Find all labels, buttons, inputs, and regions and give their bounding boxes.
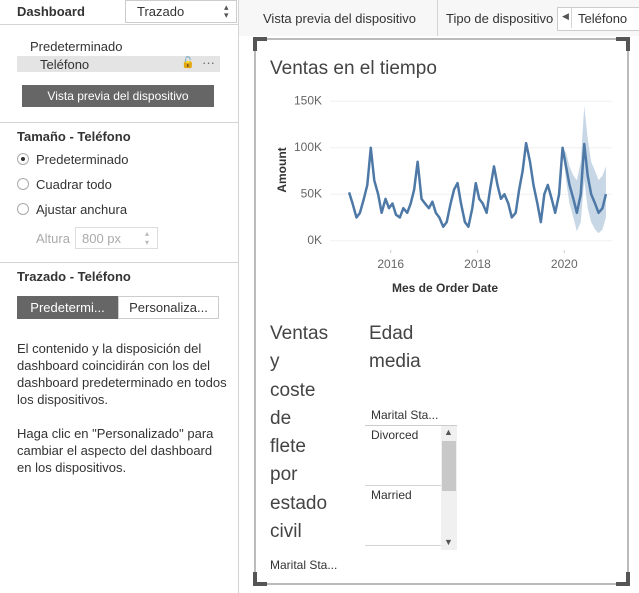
lock-icon[interactable]: 🔓 <box>181 57 195 69</box>
radio-label[interactable]: Ajustar anchura <box>36 202 128 217</box>
filter-item[interactable]: Married <box>371 488 412 502</box>
scroll-thumb[interactable] <box>442 441 456 491</box>
separator <box>0 24 238 25</box>
scroll-down[interactable]: ▼ <box>444 537 453 547</box>
title-line: civil <box>270 521 302 543</box>
radio-label[interactable]: Cuadrar todo <box>36 177 112 192</box>
corner <box>616 37 630 51</box>
line <box>347 141 608 229</box>
device-type-label: Tipo de dispositivo <box>446 11 554 26</box>
select-box[interactable] <box>125 0 237 23</box>
separator <box>437 0 438 36</box>
radio[interactable] <box>17 203 29 215</box>
scroll-up[interactable]: ▲ <box>444 427 453 437</box>
chart: Ventas en el tiempo 0K 50K 100K 150K 2016 201… <box>270 58 612 295</box>
corner <box>253 37 267 51</box>
title-line: de <box>270 407 292 429</box>
preview-tab[interactable]: Vista previa del dispositivo <box>263 11 416 26</box>
layout-title: Trazado - Teléfono <box>17 269 131 284</box>
select-arrows: ▴ ▾ <box>224 2 229 20</box>
y-axis-label: Amount <box>275 147 289 192</box>
sheet-title: Ventas y coste de flete por estado civil <box>270 320 328 546</box>
tab-layout[interactable]: Trazado <box>137 4 185 19</box>
more-icon[interactable]: ··· <box>202 55 215 70</box>
spinner[interactable]: ▴ ▾ <box>145 229 150 247</box>
segment-button[interactable]: Personaliza... <box>118 296 219 319</box>
device-select[interactable] <box>557 7 639 31</box>
arrow[interactable]: ◀ <box>562 11 569 21</box>
y-tick-label: 50K <box>301 186 322 200</box>
separator <box>0 122 238 123</box>
x-tick-label: 2016 <box>377 257 404 271</box>
x-axis-label: Mes de Order Date <box>392 281 498 295</box>
radio[interactable] <box>17 153 29 165</box>
size-title: Tamaño - Teléfono <box>17 129 131 144</box>
title-line: estado <box>270 492 328 514</box>
title-line: flete <box>270 436 306 458</box>
height-value[interactable]: 800 px <box>82 231 122 246</box>
device-item[interactable]: Predeterminado <box>30 39 123 54</box>
filter-header: Marital Sta... <box>371 408 439 422</box>
title-line: Edad <box>369 323 414 344</box>
title-line: y <box>270 351 280 373</box>
sheet-title: Edad media <box>369 320 421 377</box>
y-tick-label: 150K <box>294 93 322 107</box>
separator <box>0 262 238 263</box>
corner <box>253 572 267 586</box>
filter-list[interactable] <box>365 425 457 551</box>
title-line: coste <box>270 379 316 401</box>
radio-label[interactable]: Predeterminado <box>36 152 129 167</box>
separator <box>365 545 441 546</box>
forecast-band <box>562 105 606 234</box>
device-type-value[interactable]: Teléfono <box>578 11 628 26</box>
title-line: media <box>369 351 421 373</box>
y-tick-label: 100K <box>294 140 322 154</box>
height-label: Altura <box>36 231 70 246</box>
corner <box>616 572 630 586</box>
x-tick-label: 2020 <box>551 257 578 271</box>
chart-title: Ventas en el tiempo <box>270 58 437 79</box>
tab-dashboard[interactable]: Dashboard <box>17 4 85 19</box>
frame <box>254 38 629 585</box>
title-line: Ventas <box>270 323 329 344</box>
device-item[interactable]: Teléfono <box>40 57 90 72</box>
separator <box>365 485 441 486</box>
paragraph: Haga clic en "Personalizado" para cambia… <box>17 426 214 475</box>
selected-row[interactable] <box>17 56 220 72</box>
segment-button[interactable]: Predetermi... <box>17 296 118 319</box>
height-input[interactable] <box>75 227 158 249</box>
preview-button[interactable]: Vista previa del dispositivo <box>22 85 214 107</box>
paragraph: El contenido y la disposición del dashbo… <box>17 341 227 407</box>
separator <box>571 8 572 28</box>
title-line: por <box>270 464 298 486</box>
y-tick-label: 0K <box>307 233 322 247</box>
panel-border <box>238 0 239 593</box>
x-tick-label: 2018 <box>464 257 491 271</box>
filter-item[interactable]: Divorced <box>371 428 419 442</box>
radio[interactable] <box>17 178 29 190</box>
bottom-label: Marital Sta... <box>270 558 338 572</box>
